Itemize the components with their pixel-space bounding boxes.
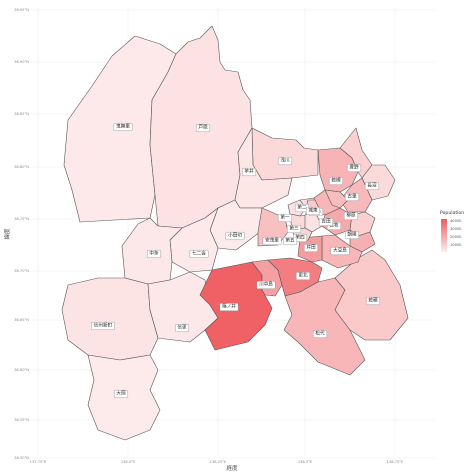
region-浅川 — [251, 127, 319, 181]
y-tick-label: 36.70°N — [14, 269, 29, 273]
region-label-text: 安茂里 — [265, 237, 279, 244]
region-label: 第五 — [283, 237, 297, 245]
region-label-text: 朝陽 — [347, 231, 357, 238]
region-label-text: 大岡 — [116, 390, 126, 397]
region-label-text: 若槻 — [331, 177, 341, 184]
region-label: 松代 — [313, 330, 327, 338]
region-label: 城東 — [306, 207, 320, 215]
region-label-text: 第一 — [280, 214, 290, 221]
region-label-text: 芹田 — [306, 244, 316, 251]
region-label-text: 鬼無里 — [116, 123, 130, 130]
region-label: 戸隠 — [196, 124, 210, 132]
region-label-text: 第三 — [289, 225, 299, 232]
region-label: 更北 — [296, 272, 310, 280]
region-label-text: 城東 — [308, 207, 318, 214]
region-label: 豊野 — [347, 164, 361, 172]
y-tick-label: 36.90°N — [14, 60, 29, 64]
region-label-text: 川中島 — [259, 281, 273, 288]
region-label: 芹田 — [304, 244, 318, 252]
region-芋井 — [234, 127, 293, 209]
region-label: 芋井 — [242, 168, 256, 176]
region-label: 安茂里 — [262, 237, 282, 245]
region-label-text: 柳原 — [346, 212, 356, 219]
y-axis-title: 緯度 — [3, 228, 11, 240]
region-label-text: 第二 — [297, 204, 307, 211]
region-label-text: 更北 — [298, 272, 308, 279]
y-tick-label: 36.50°N — [14, 456, 29, 460]
region-label: 中条 — [147, 250, 161, 258]
legend-tick-label: 30000 — [450, 227, 462, 231]
region-label: 第三 — [287, 225, 301, 233]
region-label-text: 長沼 — [367, 182, 377, 189]
x-axis-title: 経度 — [226, 464, 238, 472]
region-label: 第一 — [278, 214, 292, 222]
region-label: 大岡 — [114, 390, 128, 398]
region-label-text: 大豆島 — [333, 247, 347, 254]
region-label-text: 信更 — [177, 324, 187, 331]
region-label-text: 中条 — [149, 250, 159, 257]
region-若穂 — [334, 249, 409, 341]
region-label: 川中島 — [256, 281, 276, 289]
y-tick-label: 36.75°N — [14, 217, 29, 221]
region-label-text: 浅川 — [280, 157, 290, 164]
region-label-text: 古牧 — [329, 222, 339, 229]
x-tick-label: 138.5°E — [298, 460, 313, 464]
region-label: 古里 — [345, 193, 359, 201]
region-label: 篠ノ井 — [219, 303, 239, 311]
region-label: 朝陽 — [345, 231, 359, 239]
y-tick-label: 36.80°N — [14, 165, 29, 169]
x-tick-label: 138.25°E — [210, 460, 227, 464]
region-label: 鬼無里 — [113, 123, 133, 131]
legend-title: Population — [440, 210, 464, 216]
y-tick-label: 36.65°N — [14, 318, 29, 322]
region-label-text: 松代 — [315, 330, 325, 337]
region-label-text: 若穂 — [368, 297, 378, 304]
region-label-text: 信州新町 — [94, 322, 113, 329]
region-label: 若槻 — [329, 177, 343, 185]
region-label: 吉田 — [319, 218, 333, 226]
region-label: 浅川 — [278, 157, 292, 165]
y-tick-label: 36.85°N — [14, 112, 29, 116]
y-tick-label: 36.55°N — [14, 418, 29, 422]
legend: Population 40000 30000 20000 10000 — [440, 210, 464, 252]
region-label-text: 篠ノ井 — [222, 303, 236, 310]
region-label: 信更 — [175, 324, 189, 332]
region-label: 小田切 — [225, 232, 245, 240]
region-label: 長沼 — [365, 182, 379, 190]
region-label-text: 芋井 — [244, 168, 254, 175]
region-label: 信州新町 — [91, 322, 115, 330]
region-label: 柳原 — [344, 212, 358, 220]
region-松代 — [283, 277, 366, 376]
legend-tick-label: 40000 — [450, 219, 462, 223]
region-label: 若穂 — [366, 297, 380, 305]
legend-tick-label: 10000 — [450, 243, 462, 247]
x-tick-label: 138.0°E — [121, 460, 136, 464]
axis-layer: 経度 緯度 137.75°E 138.0°E 138.25°E 138.5°E 138.… — [3, 8, 404, 472]
x-tick-label: 138.75°E — [387, 460, 404, 464]
x-tick-label: 137.75°E — [30, 460, 47, 464]
region-label-text: 吉田 — [321, 219, 331, 225]
y-tick-label: 36.95°N — [14, 8, 29, 12]
legend-color-bar — [441, 219, 447, 252]
region-label-text: 戸隠 — [198, 124, 208, 131]
region-信州新町 — [61, 277, 159, 361]
region-label: 大豆島 — [330, 247, 350, 255]
y-tick-label: 36.60°N — [14, 368, 29, 372]
region-label-text: 第五 — [285, 237, 295, 244]
region-label-text: 豊野 — [349, 164, 359, 171]
region-吉田 — [324, 189, 349, 209]
region-label-text: 古里 — [347, 193, 357, 200]
region-label-text: 七二会 — [192, 250, 206, 257]
legend-tick-label: 20000 — [450, 235, 462, 239]
region-label-text: 小田切 — [228, 232, 242, 239]
region-label-text: 第四 — [295, 234, 305, 241]
region-label: 七二会 — [189, 250, 209, 258]
